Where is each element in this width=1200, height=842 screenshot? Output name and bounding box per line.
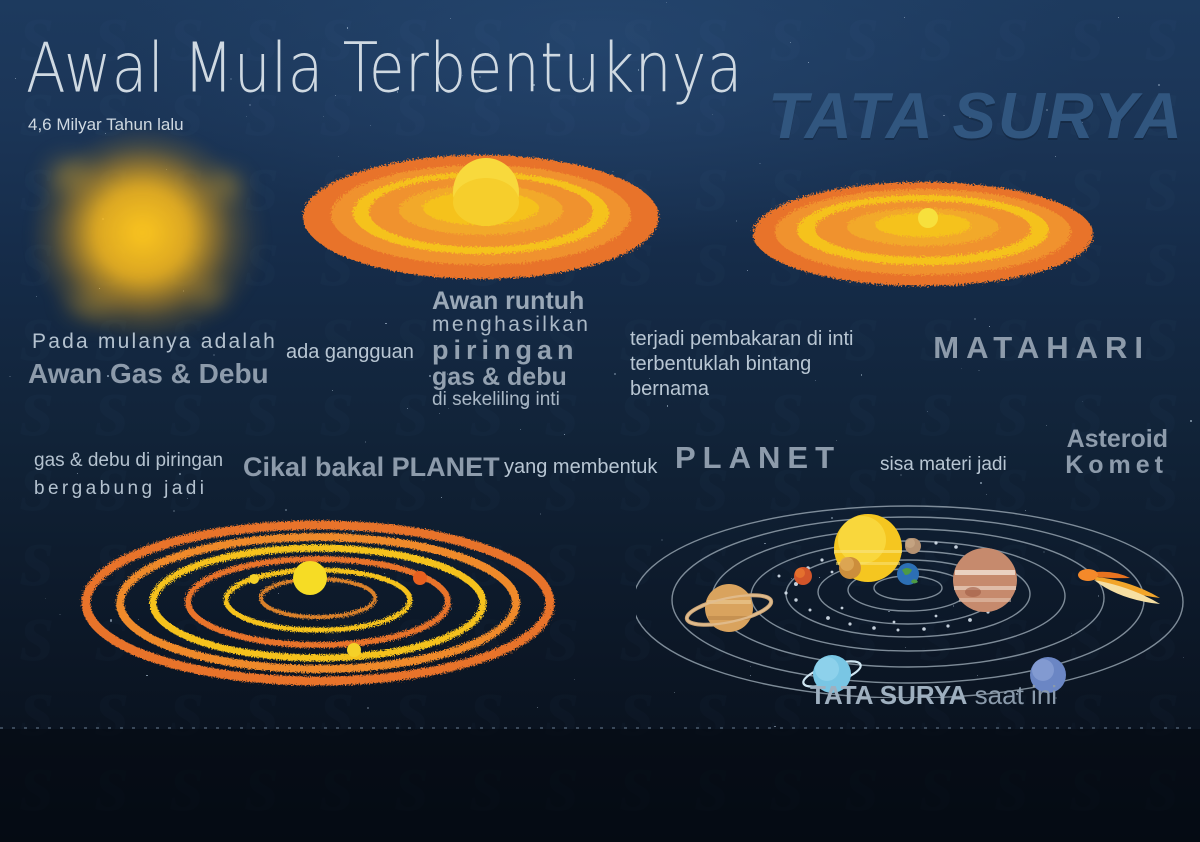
caption-tata-surya-saat-ini: TATA SURYA saat ini: [810, 680, 1057, 711]
caption-asteroid-komet: Asteroid Komet: [1065, 426, 1168, 479]
planet-jupiter: [953, 548, 1017, 612]
caption-step8: yang membentuk: [504, 456, 658, 478]
caption-step1-line2: Awan Gas & Debu: [28, 358, 269, 389]
headline-tata-surya: TATA SURYA: [768, 79, 1184, 152]
caption-step4-line2: terbentuklah bintang bernama: [630, 353, 812, 400]
proto-sun: [293, 561, 327, 595]
caption-step6: gas & debu di piringan bergabung jadi: [34, 447, 244, 502]
caption-step3-line2: menghasilkan: [432, 313, 591, 336]
page-title: Awal Mula Terbentuknya: [26, 28, 743, 109]
caption-step3: Awan runtuh menghasilkan piringan gas & …: [432, 288, 622, 410]
caption-step3-line3: piringan: [432, 334, 579, 365]
footer-bar: LANGITSELATAN ASTROJOU langitselatan inf…: [0, 729, 1200, 842]
comet: [1078, 569, 1160, 604]
planet-uranus: [802, 655, 862, 693]
caption-step6-line1: gas & debu di piringan: [34, 450, 224, 471]
caption-step10: sisa materi jadi: [880, 454, 1007, 475]
planetesimal: [249, 574, 259, 584]
caption-planet: PLANET: [675, 440, 841, 475]
planet-earth: [897, 563, 919, 585]
caption-tata-surya-bold: TATA SURYA: [810, 680, 968, 710]
protoplanetary-disk-illustration-2: [753, 182, 1093, 286]
caption-step3-line1: Awan runtuh: [432, 287, 585, 315]
caption-step2: ada gangguan: [286, 341, 414, 363]
caption-step4-line1: terjadi pembakaran di inti: [630, 328, 854, 350]
planet-mars: [794, 567, 812, 585]
gas-dust-cloud-illustration: [22, 122, 272, 352]
caption-step1-line1: Pada mulanya adalah: [32, 330, 277, 353]
planet-mercury: [905, 538, 921, 554]
caption-saat-ini: saat ini: [967, 680, 1058, 710]
caption-step3-line5: di sekeliling inti: [432, 388, 560, 410]
caption-step4: terjadi pembakaran di inti terbentuklah …: [630, 327, 880, 402]
planet-venus: [839, 557, 861, 579]
caption-step6-line2: bergabung jadi: [34, 477, 208, 499]
caption-matahari: MATAHARI: [933, 330, 1150, 365]
current-solar-system-illustration: [636, 505, 1184, 698]
caption-komet: Komet: [1065, 451, 1168, 480]
planet-saturn: [684, 584, 774, 632]
protoplanetary-disk-illustration-1: [303, 155, 659, 279]
planet-neptune: [1030, 657, 1066, 693]
caption-asteroid: Asteroid: [1066, 425, 1168, 453]
planetesimal: [347, 643, 361, 657]
footer-divider: [0, 727, 1200, 729]
caption-cikal-bakal-planet: Cikal bakal PLANET: [243, 452, 500, 482]
caption-step3-line4: gas & debu: [432, 362, 567, 391]
proto-solar-system-illustration: [81, 520, 555, 686]
planetesimal: [413, 571, 427, 585]
